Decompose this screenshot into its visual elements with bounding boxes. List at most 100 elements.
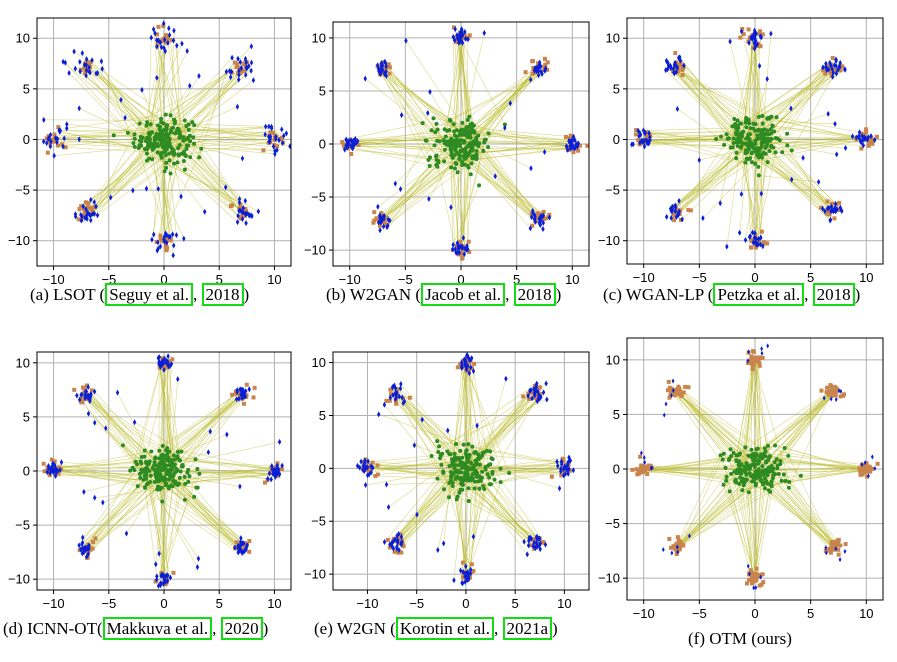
source-point xyxy=(149,449,154,454)
mapped-point xyxy=(241,209,245,216)
target-point xyxy=(830,56,835,61)
transport-line xyxy=(760,471,861,480)
transport-line xyxy=(464,149,542,221)
mapped-point xyxy=(369,463,373,470)
source-point xyxy=(164,160,169,165)
mapped-point xyxy=(72,48,76,55)
transport-line xyxy=(756,448,835,545)
mapped-point xyxy=(757,62,762,69)
mapped-point xyxy=(378,212,382,219)
x-tick-label: −5 xyxy=(409,596,424,611)
source-point xyxy=(719,134,724,139)
mapped-point xyxy=(573,145,577,152)
citation-year-link[interactable]: 2018 xyxy=(513,283,556,306)
transport-line xyxy=(461,362,475,453)
source-point xyxy=(452,451,457,456)
mapped-point xyxy=(536,395,541,402)
mapped-point xyxy=(162,44,166,51)
source-point xyxy=(734,150,739,155)
source-point xyxy=(470,476,475,481)
target-point xyxy=(238,216,243,221)
mapped-point xyxy=(536,72,541,79)
source-point xyxy=(449,457,454,462)
mapped-point xyxy=(535,543,540,550)
mapped-point xyxy=(62,135,66,142)
source-point xyxy=(761,482,766,487)
citation-year-link[interactable]: 2020 xyxy=(220,617,263,640)
source-point xyxy=(150,157,155,162)
transport-line xyxy=(139,140,185,239)
mapped-point xyxy=(343,146,347,153)
mapped-point xyxy=(48,131,53,138)
transport-line xyxy=(755,152,776,245)
mapped-point xyxy=(859,139,864,146)
transport-line xyxy=(758,116,865,140)
target-point xyxy=(458,239,463,244)
x-tick-label: 5 xyxy=(512,596,519,611)
transport-line xyxy=(82,52,155,146)
transport-line xyxy=(396,392,461,463)
source-point xyxy=(486,463,491,468)
transport-line xyxy=(396,473,454,541)
target-point xyxy=(72,387,77,392)
target-point xyxy=(751,45,756,50)
transport-line xyxy=(471,67,536,164)
y-tick-label: 5 xyxy=(319,408,326,423)
source-point xyxy=(730,145,735,150)
source-point xyxy=(176,153,181,158)
transport-line xyxy=(671,391,726,469)
mapped-point xyxy=(824,60,828,67)
source-point xyxy=(779,478,784,483)
source-point xyxy=(142,473,147,478)
mapped-point xyxy=(674,213,679,220)
source-point xyxy=(766,465,771,470)
source-point xyxy=(753,148,758,153)
target-point xyxy=(868,469,873,474)
mapped-point xyxy=(452,37,457,44)
citation-author-link[interactable]: Seguy et al. xyxy=(105,283,194,306)
source-point xyxy=(156,136,161,141)
target-point xyxy=(823,71,828,76)
mapped-point xyxy=(243,197,248,204)
source-point xyxy=(450,480,455,485)
target-point xyxy=(239,69,244,74)
mapped-point xyxy=(535,68,539,75)
citation-author-link[interactable]: Petzka et al. xyxy=(713,283,805,306)
citation-author-link[interactable]: Makkuva et al. xyxy=(102,617,213,640)
target-point xyxy=(379,211,384,216)
source-point xyxy=(482,487,487,492)
mapped-point xyxy=(157,550,161,557)
citation-year-link[interactable]: 2018 xyxy=(812,283,855,306)
citation-author-link[interactable]: Jacob et al. xyxy=(421,283,506,306)
source-point xyxy=(745,466,750,471)
plot-area xyxy=(630,27,879,250)
transport-line xyxy=(173,395,244,466)
mapped-point xyxy=(536,388,540,395)
target-point xyxy=(384,215,389,220)
citation-author-link[interactable]: Korotin et al. xyxy=(395,617,494,640)
transport-line xyxy=(164,464,242,546)
mapped-point xyxy=(83,395,87,402)
target-point xyxy=(564,134,569,139)
transport-line xyxy=(166,360,172,466)
target-point xyxy=(538,212,543,217)
transport-line xyxy=(198,71,227,158)
mapped-point xyxy=(271,143,276,150)
mapped-point xyxy=(824,63,828,70)
mapped-point xyxy=(461,234,466,241)
mapped-point xyxy=(277,471,281,478)
mapped-point xyxy=(59,459,64,466)
source-point xyxy=(488,449,493,454)
source-point xyxy=(732,116,737,121)
target-point xyxy=(667,385,672,390)
target-point xyxy=(758,44,763,49)
citation-year-link[interactable]: 2021a xyxy=(502,617,553,640)
mapped-point xyxy=(237,207,241,214)
mapped-point xyxy=(84,206,88,213)
mapped-point xyxy=(386,504,391,511)
mapped-point xyxy=(671,378,675,384)
citation-year-link[interactable]: 2018 xyxy=(201,283,244,306)
mapped-point xyxy=(666,59,670,66)
target-point xyxy=(754,566,759,571)
mapped-point xyxy=(83,214,87,221)
